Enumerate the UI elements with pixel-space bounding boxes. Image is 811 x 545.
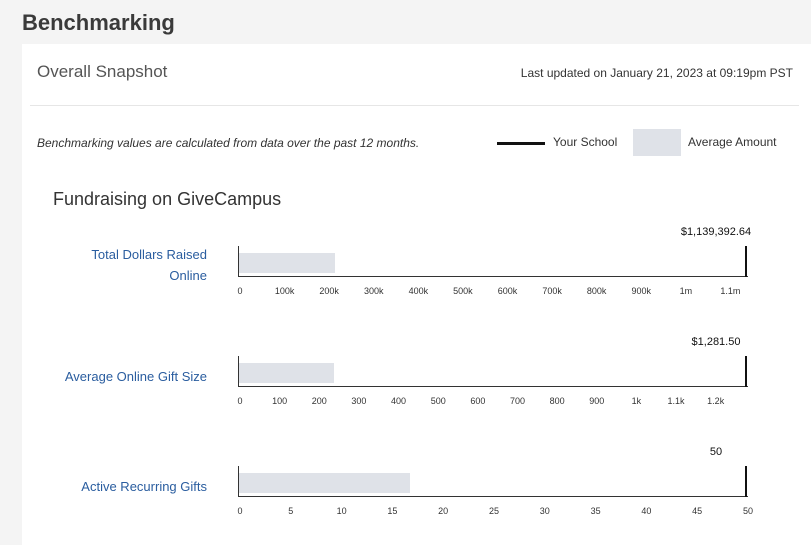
benchmark-bar-chart: $1,281.50 0 100 200 300 400 500 600 700 800 900 1k 1… xyxy=(237,336,748,406)
benchmark-bar-chart: 50 0 5 10 15 20 25 30 35 40 45 50 xyxy=(237,446,753,516)
legend-average-label: Average Amount xyxy=(688,135,777,149)
axis-tick-label: 300 xyxy=(351,396,367,406)
axis-tick-label: 1.1k xyxy=(667,396,685,406)
axis-tick-label: 900k xyxy=(631,286,652,296)
axis-tick-label: 5 xyxy=(288,506,294,516)
your-school-marker xyxy=(745,356,747,387)
your-school-marker xyxy=(745,246,747,277)
legend-your-school-label: Your School xyxy=(553,135,618,149)
axis-left-line xyxy=(238,356,239,386)
average-amount-bar xyxy=(239,253,335,273)
axis-tick-label: 35 xyxy=(590,506,601,516)
axis-tick-label: 600 xyxy=(470,396,486,406)
axis-tick-label: 200 xyxy=(311,396,327,406)
axis-tick-label: 30 xyxy=(539,506,550,516)
overall-snapshot-card: Overall Snapshot Last updated on January… xyxy=(22,44,811,545)
metric-label-link[interactable]: Average Online Gift Size xyxy=(37,366,207,387)
axis-tick-label: 300k xyxy=(363,286,384,296)
axis-tick-label: 700 xyxy=(509,396,525,406)
page-title: Benchmarking xyxy=(22,10,175,35)
your-school-marker xyxy=(745,466,747,497)
your-school-value-label: $1,281.50 xyxy=(691,336,741,348)
your-school-value-label: $1,139,392.64 xyxy=(680,226,752,238)
axis-bottom-line xyxy=(238,496,748,497)
axis-tick-label: 0 xyxy=(237,396,243,406)
axis-tick-label: 40 xyxy=(641,506,652,516)
axis-tick-label: 100k xyxy=(274,286,295,296)
legend-average-swatch xyxy=(633,129,681,156)
metric-row: Average Online Gift Size $1,281.50 0 100 200… xyxy=(22,314,811,414)
axis-tick-label: 25 xyxy=(488,506,500,516)
metric-label-line: Active Recurring Gifts xyxy=(81,479,207,494)
axis-tick-label: 800k xyxy=(586,286,607,296)
your-school-value-label: 50 xyxy=(709,446,723,458)
axis-tick-label: 1.2k xyxy=(707,396,725,406)
axis-left-line xyxy=(238,246,239,276)
axis-left-line xyxy=(238,466,239,496)
axis-tick-label: 400 xyxy=(391,396,407,406)
axis-tick-label: 100 xyxy=(272,396,288,406)
axis-bottom-line xyxy=(238,386,748,387)
axis-tick-label: 800 xyxy=(549,396,565,406)
axis-tick-label: 1k xyxy=(631,396,642,406)
axis-tick-label: 1m xyxy=(679,286,693,296)
axis-bottom-line xyxy=(238,276,748,277)
axis-tick-label: 1.1m xyxy=(720,286,741,296)
benchmark-note: Benchmarking values are calculated from … xyxy=(37,136,420,150)
last-updated-text: Last updated on January 21, 2023 at 09:1… xyxy=(520,66,793,80)
legend-your-school-line xyxy=(497,142,545,145)
axis-tick-label: 400k xyxy=(408,286,429,296)
axis-tick-label: 700k xyxy=(542,286,562,296)
axis-tick-label: 200k xyxy=(319,286,339,296)
axis-tick-label: 0 xyxy=(237,286,243,296)
axis-tick-label: 600k xyxy=(497,286,518,296)
metric-row: Total Dollars Raised Online $1,139,392.64 0… xyxy=(22,204,811,304)
benchmark-bar-chart: $1,139,392.64 0 100k 200k 300k 400k 500k 600k 70… xyxy=(237,226,751,296)
axis-tick-label: 20 xyxy=(438,506,449,516)
divider xyxy=(30,105,799,106)
metric-label-link[interactable]: Total Dollars Raised Online xyxy=(37,244,207,286)
axis-tick-label: 10 xyxy=(336,506,347,516)
card-title: Overall Snapshot xyxy=(37,62,168,81)
axis-tick-label: 15 xyxy=(387,506,398,516)
metric-label-line: Total Dollars Raised xyxy=(91,247,207,262)
metric-row: Active Recurring Gifts 50 0 5 10 15 20 25 30 35 40… xyxy=(22,424,811,524)
metric-label-link[interactable]: Active Recurring Gifts xyxy=(37,476,207,497)
metric-label-line: Average Online Gift Size xyxy=(64,369,207,384)
average-amount-bar xyxy=(239,363,335,383)
section-title: Fundraising on GiveCampus xyxy=(53,189,282,209)
axis-tick-label: 50 xyxy=(742,506,754,516)
axis-tick-label: 900 xyxy=(589,396,605,406)
metric-label-line: Online xyxy=(169,268,207,283)
axis-tick-label: 0 xyxy=(237,506,243,516)
axis-tick-label: 500 xyxy=(430,396,446,406)
average-amount-bar xyxy=(239,473,410,493)
axis-tick-label: 500k xyxy=(453,286,473,296)
axis-tick-label: 45 xyxy=(692,506,703,516)
